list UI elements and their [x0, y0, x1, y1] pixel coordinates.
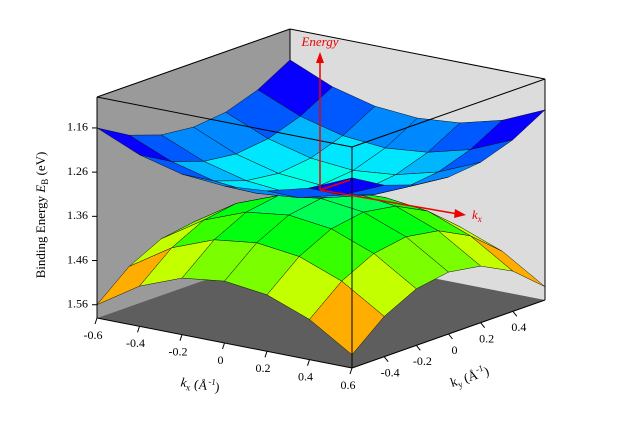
y-title-var: k: [448, 373, 459, 389]
front-edges: 1.16 1.26 1.36 1.46 1.56 -0.6 -0.4 -0.2 0 0.2 0.4 0…: [67, 78, 546, 392]
x-title-var: k: [180, 374, 188, 390]
kx-sub: x: [477, 214, 482, 224]
kx-arrow: [319, 189, 459, 215]
y-tick-label: 0.2: [479, 331, 494, 345]
z-tick-label: 1.46: [67, 252, 88, 266]
x-tick-label: 0.2: [256, 361, 271, 375]
y-title-sup: -1: [474, 363, 484, 375]
y-title-close: ): [482, 363, 491, 379]
arrow-head: [454, 209, 466, 218]
energy-label: Energy: [300, 34, 338, 49]
box-edge: [351, 78, 546, 148]
x-tick-label: 0.6: [341, 378, 356, 392]
x-tick: [179, 334, 183, 341]
annotation-arrows: Energy kx: [300, 34, 481, 224]
y-tick: [448, 333, 453, 340]
z-axis-title: Binding Energy EB (eV): [33, 152, 50, 279]
x-tick: [137, 326, 140, 333]
x-tick-label: 0.4: [298, 369, 313, 383]
y-tick: [415, 345, 421, 351]
surface-patch: [309, 280, 385, 356]
y-tick: [480, 322, 486, 328]
x-tick: [222, 342, 225, 350]
z-tick-label: 1.36: [67, 208, 88, 222]
ky-arrow: [319, 179, 351, 191]
x-tick-label: -0.2: [169, 344, 188, 358]
x-axis-title: kx (Å-1): [180, 372, 221, 396]
y-tick-label: 0: [452, 343, 458, 357]
x-tick: [349, 367, 353, 375]
z-title-sub: B: [40, 179, 50, 185]
y-title-unit: (Å: [459, 367, 480, 387]
kx-var: k: [472, 207, 478, 222]
x-tick: [307, 359, 310, 366]
x-title-sub: x: [185, 382, 191, 393]
z-tick-label: 1.56: [67, 296, 88, 310]
z-title-var: E: [33, 185, 48, 194]
box-edge: [96, 28, 291, 98]
x-title-sup: -1: [208, 376, 217, 387]
x-tick-label: -0.4: [126, 336, 145, 350]
box-edge: [289, 28, 546, 80]
z-title-text: Binding Energy: [33, 193, 48, 279]
x-tick: [264, 351, 268, 358]
z-title-unit: (eV): [33, 152, 48, 179]
y-tick-label: -0.4: [381, 365, 400, 379]
y-axis-title: ky (Å-1): [448, 361, 492, 391]
x-tick: [94, 317, 98, 325]
x-tick-label: 0: [218, 353, 224, 367]
y-tick-label: -0.2: [413, 354, 432, 368]
y-tick-label: 0.4: [511, 320, 526, 334]
z-tick-label: 1.26: [67, 164, 88, 178]
kx-arrow-label: kx: [472, 207, 482, 224]
y-tick: [383, 356, 389, 362]
y-tick: [512, 311, 518, 317]
z-tick-label: 1.16: [67, 120, 88, 134]
surfaces: [96, 59, 546, 356]
x-title-close: ): [214, 379, 220, 394]
y-title-sub: y: [457, 379, 465, 390]
arrow-head: [316, 52, 324, 63]
x-tick-label: -0.6: [84, 328, 103, 342]
box-edge: [96, 96, 353, 148]
x-title-unit: (Å: [190, 376, 209, 393]
